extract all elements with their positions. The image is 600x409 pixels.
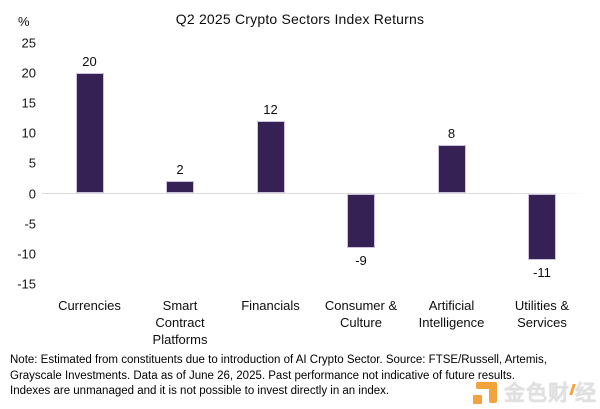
jinse-logo-right-bar	[489, 381, 497, 403]
y-tick-label: -5	[24, 216, 36, 232]
bar-financials	[256, 121, 285, 194]
y-tick-label: -15	[17, 276, 36, 292]
value-label-utilities-services: -11	[533, 264, 551, 280]
watermark-text-part2: 经	[575, 382, 597, 405]
category-label-artificial-intelligence: Artificial Intelligence	[418, 298, 485, 330]
category-label-consumer-culture: Consumer & Culture	[324, 298, 398, 330]
jinse-logo-top-bar	[476, 381, 497, 389]
bar-utilities-services	[528, 194, 556, 261]
y-tick-label: 20	[21, 65, 36, 81]
value-label-financials: 12	[263, 102, 278, 118]
bar-consumer-culture	[347, 194, 375, 249]
jinse-logo-icon	[473, 381, 499, 404]
jinse-logo-dot	[473, 394, 482, 404]
y-tick-label: 15	[21, 95, 36, 111]
footnote-line-2: Grayscale Investments. Data as of June 2…	[10, 369, 515, 382]
bar-artificial-intelligence	[437, 145, 466, 194]
footnote-line-3: Indexes are unmanaged and it is not poss…	[10, 385, 390, 397]
zero-axis-line	[42, 193, 589, 194]
bar-smart-contract-platforms	[166, 181, 194, 194]
y-tick-label: 25	[21, 35, 36, 51]
footnote: Note: Estimated from constituents due to…	[10, 353, 547, 400]
bar-currencies	[75, 73, 104, 194]
category-label-currencies: Currencies	[58, 298, 121, 313]
footnote-line-1: Note: Estimated from constituents due to…	[10, 354, 547, 366]
watermark-text-part1: 金色财	[504, 382, 570, 405]
value-label-currencies: 20	[82, 54, 97, 70]
y-tick-label: 10	[21, 125, 36, 141]
value-label-smart-contract-platforms: 2	[176, 162, 184, 178]
value-label-artificial-intelligence: 8	[447, 126, 456, 142]
y-axis-unit-label: %	[18, 14, 30, 29]
watermark-text: 金色财 经	[504, 377, 597, 407]
chart-title: Q2 2025 Crypto Sectors Index Returns	[175, 11, 425, 27]
category-label-smart-contract-platforms: Smart Contract Platforms	[152, 298, 208, 347]
y-tick-label: 5	[28, 155, 36, 171]
y-tick-label: 0	[28, 186, 36, 201]
y-tick-label: -10	[17, 246, 36, 262]
watermark: 金色财 经	[473, 377, 597, 407]
category-label-financials: Financials	[241, 298, 300, 313]
category-label-utilities-services: Utilities & Services	[514, 298, 570, 330]
value-label-consumer-culture: -9	[355, 252, 367, 268]
